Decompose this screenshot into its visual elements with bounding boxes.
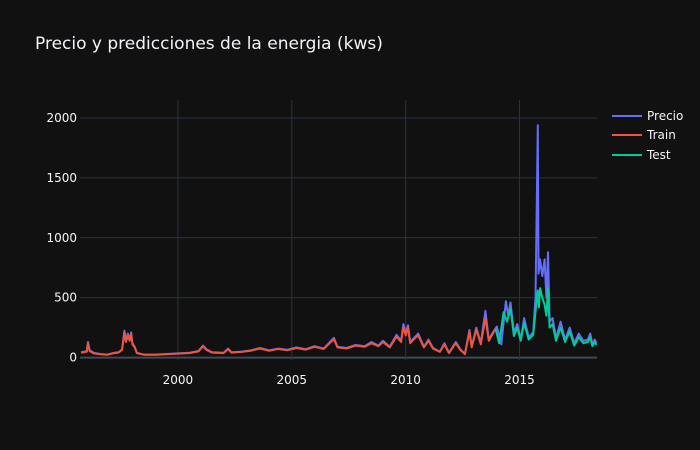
series-line-test bbox=[494, 287, 598, 348]
legend-label: Precio bbox=[647, 108, 684, 123]
grid bbox=[80, 100, 597, 360]
legend-swatch bbox=[612, 134, 642, 137]
legend-swatch bbox=[612, 153, 642, 156]
x-tick-label: 2000 bbox=[163, 373, 194, 387]
y-tick-label: 1000 bbox=[46, 231, 77, 245]
chart-title: Precio y predicciones de la energia (kws… bbox=[35, 34, 383, 54]
series-line-train bbox=[80, 317, 497, 356]
legend-swatch bbox=[612, 114, 642, 117]
series-lines bbox=[80, 124, 598, 356]
x-tick-label: 2010 bbox=[390, 373, 421, 387]
y-tick-label: 1500 bbox=[46, 171, 77, 185]
y-tick-label: 2000 bbox=[46, 111, 77, 125]
x-tick-label: 2015 bbox=[504, 373, 535, 387]
x-tick-label: 2005 bbox=[277, 373, 308, 387]
y-tick-label: 0 bbox=[69, 351, 77, 365]
legend-item-test[interactable]: Test bbox=[612, 145, 683, 165]
legend: Precio Train Test bbox=[612, 106, 683, 165]
y-tick-label: 500 bbox=[54, 291, 77, 305]
legend-label: Train bbox=[647, 128, 676, 143]
legend-label: Test bbox=[647, 147, 671, 162]
legend-item-precio[interactable]: Precio bbox=[612, 106, 683, 126]
legend-item-train[interactable]: Train bbox=[612, 126, 683, 146]
tick-labels: 0 500 1000 1500 2000 2000 2005 2010 2015 bbox=[46, 111, 534, 387]
